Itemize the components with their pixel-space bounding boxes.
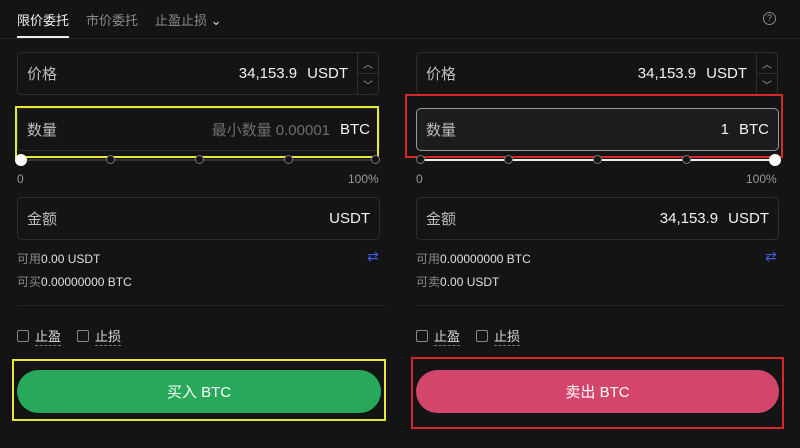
chevron-up-icon[interactable]: ︿ — [757, 53, 777, 74]
sell-max-value: 0.00 USDT — [440, 275, 500, 289]
chevron-down-icon: ⌄ — [210, 13, 222, 28]
highlight-box-yellow — [15, 106, 379, 158]
sell-slider-max: 100% — [746, 172, 777, 186]
sell-button[interactable]: 卖出 BTC — [416, 370, 779, 413]
slider-step-25[interactable] — [504, 155, 513, 164]
buy-slider[interactable] — [15, 154, 380, 166]
tab-market-order[interactable]: 市价委托 — [86, 13, 139, 28]
buy-price-stepper[interactable]: ︿ ﹀ — [357, 52, 379, 95]
divider — [416, 305, 784, 306]
slider-step-50[interactable] — [593, 155, 602, 164]
buy-price-unit: USDT — [307, 65, 348, 82]
buy-take-profit-checkbox[interactable]: 止盈 — [17, 326, 62, 346]
checkbox-icon — [17, 330, 29, 342]
slider-thumb[interactable] — [15, 154, 27, 166]
buy-max-label: 可买 — [17, 275, 42, 289]
buy-stop-loss-label: 止损 — [95, 326, 122, 346]
tabs-divider — [0, 38, 800, 39]
buy-slider-min: 0 — [17, 172, 24, 186]
sell-take-profit-label: 止盈 — [434, 326, 461, 346]
slider-step-25[interactable] — [106, 155, 115, 164]
active-tab-indicator — [17, 36, 69, 38]
checkbox-icon — [416, 330, 428, 342]
sell-stop-loss-label: 止损 — [494, 326, 521, 346]
slider-step-100[interactable] — [371, 155, 380, 164]
slider-step-75[interactable] — [284, 155, 293, 164]
buy-price-input[interactable]: 价格 34,153.9 USDT — [17, 52, 358, 95]
slider-thumb[interactable] — [769, 154, 781, 166]
sell-available-value: 0.00000000 BTC — [440, 252, 531, 266]
sell-price-label: 价格 — [426, 66, 457, 83]
sell-slider-min: 0 — [416, 172, 423, 186]
buy-quantity-label: 数量 — [27, 122, 58, 139]
highlight-box-red — [405, 94, 783, 158]
sell-price-value: 34,153.9 — [637, 65, 697, 82]
buy-quantity-unit: BTC — [340, 121, 370, 138]
buy-slider-max: 100% — [348, 172, 379, 186]
slider-step-75[interactable] — [682, 155, 691, 164]
buy-quantity-placeholder: 最小数量 0.00001 — [211, 122, 330, 139]
highlight-box-red — [411, 357, 784, 429]
sell-amount-value: 34,153.9 — [659, 210, 719, 227]
buy-available-value: 0.00 USDT — [41, 252, 101, 266]
sell-max: 可卖0.00 USDT — [416, 273, 499, 290]
chevron-up-icon[interactable]: ︿ — [358, 53, 378, 74]
help-icon[interactable]: ? — [763, 12, 776, 25]
buy-take-profit-label: 止盈 — [35, 326, 62, 346]
sell-amount-unit: USDT — [728, 210, 769, 227]
sell-quantity-value: 1 — [720, 121, 729, 138]
slider-step-0[interactable] — [416, 155, 425, 164]
buy-quantity-input[interactable]: 数量 最小数量 0.00001 BTC — [17, 108, 380, 151]
sell-take-profit-checkbox[interactable]: 止盈 — [416, 326, 461, 346]
buy-price-value: 34,153.9 — [238, 65, 298, 82]
tab-tp-sl[interactable]: 止盈止损 ⌄ — [155, 10, 222, 29]
buy-button[interactable]: 买入 BTC — [17, 370, 381, 413]
transfer-icon[interactable]: ⇄ — [765, 248, 777, 264]
sell-price-input[interactable]: 价格 34,153.9 USDT — [416, 52, 757, 95]
sell-amount-label: 金额 — [426, 211, 457, 228]
buy-available-label: 可用 — [17, 252, 42, 266]
slider-step-50[interactable] — [195, 155, 204, 164]
tab-tp-sl-label: 止盈止损 — [155, 13, 208, 28]
buy-available: 可用0.00 USDT — [17, 250, 100, 267]
sell-quantity-unit: BTC — [739, 121, 769, 138]
buy-max-value: 0.00000000 BTC — [41, 275, 132, 289]
buy-price-label: 价格 — [27, 66, 58, 83]
sell-price-stepper[interactable]: ︿ ﹀ — [756, 52, 778, 95]
sell-stop-loss-checkbox[interactable]: 止损 — [476, 326, 521, 346]
sell-quantity-input[interactable]: 数量 1 BTC — [416, 108, 779, 151]
buy-max: 可买0.00000000 BTC — [17, 273, 132, 290]
sell-max-label: 可卖 — [416, 275, 441, 289]
sell-available: 可用0.00000000 BTC — [416, 250, 531, 267]
buy-stop-loss-checkbox[interactable]: 止损 — [77, 326, 122, 346]
sell-amount-input[interactable]: 金额 34,153.9 USDT — [416, 197, 779, 240]
highlight-box-yellow — [12, 359, 386, 421]
buy-amount-label: 金额 — [27, 211, 58, 228]
sell-price-unit: USDT — [706, 65, 747, 82]
tab-limit-order[interactable]: 限价委托 — [17, 13, 70, 28]
chevron-down-icon[interactable]: ﹀ — [762, 80, 772, 92]
chevron-down-icon[interactable]: ﹀ — [363, 80, 373, 92]
checkbox-icon — [77, 330, 89, 342]
checkbox-icon — [476, 330, 488, 342]
buy-amount-unit: USDT — [329, 210, 370, 227]
sell-quantity-label: 数量 — [426, 122, 457, 139]
sell-available-label: 可用 — [416, 252, 441, 266]
buy-amount-input[interactable]: 金额 USDT — [17, 197, 380, 240]
divider — [17, 305, 385, 306]
transfer-icon[interactable]: ⇄ — [367, 248, 379, 264]
sell-slider[interactable] — [416, 154, 781, 166]
